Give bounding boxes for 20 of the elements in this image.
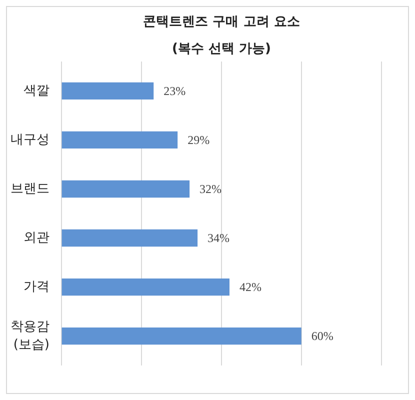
- y-tick-label: 외관: [24, 230, 50, 246]
- bar: [62, 180, 190, 198]
- y-tick-label: 색깔: [24, 83, 50, 98]
- y-tick-label: 내구성: [10, 132, 50, 148]
- y-tick-label: 가격: [24, 280, 50, 295]
- y-tick-label: 브랜드: [10, 181, 50, 196]
- data-label: 29%: [188, 132, 210, 147]
- bar: [62, 278, 230, 296]
- y-tick-label: 착용감 (보습): [10, 320, 50, 353]
- bar: [62, 82, 154, 100]
- chart-subtitle: (복수 선택 가능): [172, 42, 271, 56]
- data-label: 23%: [164, 84, 186, 98]
- data-label: 60%: [311, 329, 334, 344]
- data-label: 32%: [200, 182, 222, 196]
- data-label: 42%: [239, 280, 262, 294]
- bar: [62, 328, 302, 345]
- data-label: 34%: [208, 231, 230, 246]
- bar: [62, 131, 178, 149]
- bar: [62, 229, 198, 247]
- chart-title: 콘택트렌즈 구매 고려 요소: [143, 14, 300, 30]
